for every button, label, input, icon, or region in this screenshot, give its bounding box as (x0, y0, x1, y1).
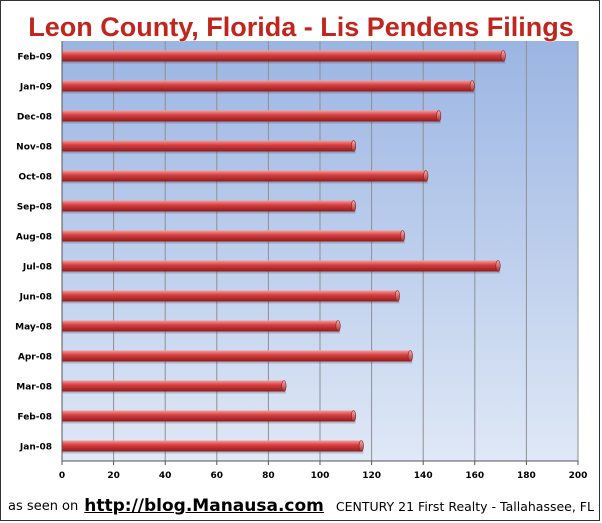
bar-end-cap (351, 410, 357, 422)
bar (62, 320, 339, 332)
bar (62, 350, 411, 362)
category-label: Oct-08 (18, 173, 52, 183)
x-tick-label: 40 (159, 471, 172, 481)
category-labels: Feb-09 Jan-09 Dec-08 Nov-08 Oct-08 Sep-08 Aug-… (15, 53, 52, 453)
bar-end-cap (407, 350, 413, 362)
x-tick-label: 80 (262, 471, 275, 481)
category-label: Aug-08 (16, 233, 52, 243)
chart: Feb-09 Jan-09 Dec-08 Nov-08 Oct-08 Sep-08 Aug-… (15, 11, 588, 481)
bar-end-cap (436, 110, 442, 122)
bar (62, 260, 499, 272)
x-tick-label: 140 (414, 471, 433, 481)
footer-company: CENTURY 21 First Realty - Tallahassee, F… (335, 498, 594, 514)
bar-end-cap (281, 380, 287, 392)
category-label: Jul-08 (22, 263, 52, 273)
x-tick-label: 160 (465, 471, 484, 481)
x-tick-label: 120 (362, 471, 381, 481)
bar (62, 170, 426, 182)
category-label: Jan-09 (19, 83, 52, 93)
bar (62, 80, 473, 92)
bar-end-cap (351, 200, 357, 212)
bar (62, 50, 504, 62)
chart-title: Leon County, Florida - Lis Pendens Filin… (28, 12, 574, 42)
bar-end-cap (495, 260, 501, 272)
category-label: Mar-08 (16, 383, 52, 393)
footer-prefix: as seen on (8, 498, 79, 514)
bar (62, 110, 439, 122)
bar-end-cap (469, 80, 475, 92)
bar-end-cap (351, 140, 357, 152)
bar-end-cap (394, 290, 400, 302)
bar (62, 410, 354, 422)
category-label: Dec-08 (17, 113, 52, 123)
x-tick-label: 0 (59, 471, 65, 481)
x-tick-label: 20 (107, 471, 120, 481)
bar-end-cap (500, 50, 506, 62)
footer: as seen on http://blog.Manausa.com CENTU… (1, 491, 601, 521)
bar (62, 380, 284, 392)
category-label: Nov-08 (16, 143, 52, 153)
category-label: Jan-08 (19, 443, 52, 453)
category-label: Apr-08 (18, 353, 52, 363)
bar-end-cap (400, 230, 406, 242)
bar-end-cap (358, 440, 364, 452)
category-label: Feb-09 (17, 53, 52, 63)
x-tick-label: 60 (211, 471, 224, 481)
x-tick-label: 100 (311, 471, 330, 481)
bar-end-cap (335, 320, 341, 332)
x-tick-labels: 0 20 40 60 80 100 120 140 160 180 200 (59, 471, 588, 481)
bar (62, 290, 398, 302)
bar (62, 230, 403, 242)
category-label: Feb-08 (17, 413, 52, 423)
footer-url-link[interactable]: http://blog.Manausa.com (84, 496, 324, 516)
bar (62, 440, 362, 452)
bar (62, 140, 354, 152)
bar-end-cap (423, 170, 429, 182)
category-label: Jun-08 (19, 293, 52, 303)
x-tick-label: 180 (517, 471, 536, 481)
x-tick-label: 200 (569, 471, 588, 481)
bars (62, 50, 506, 454)
category-label: Sep-08 (17, 203, 52, 213)
bar (62, 200, 354, 212)
category-label: May-08 (15, 323, 52, 333)
